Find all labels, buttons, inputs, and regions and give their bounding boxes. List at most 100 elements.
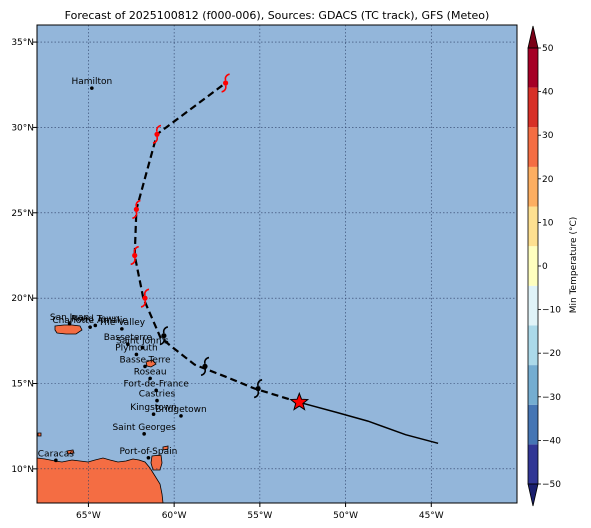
city-dot bbox=[151, 412, 156, 417]
ocean-background bbox=[37, 25, 517, 503]
colorbar-segment bbox=[528, 48, 538, 88]
current-position-star-icon bbox=[289, 391, 310, 411]
lon-tick-label: 60°W bbox=[162, 511, 187, 521]
aruba-island bbox=[37, 432, 42, 437]
city-label: Hamilton bbox=[71, 77, 112, 87]
colorbar-segment bbox=[528, 285, 538, 326]
graticule bbox=[37, 25, 517, 503]
colorbar-segment bbox=[528, 365, 538, 405]
city-label: Road Town bbox=[71, 314, 119, 324]
colorbar-tick-label: −40 bbox=[542, 436, 561, 446]
map-frame bbox=[36, 24, 518, 504]
city-label: Castries bbox=[139, 390, 176, 400]
city-dot bbox=[155, 398, 159, 403]
city-label: Plymouth bbox=[115, 343, 157, 353]
city-label: San Juan bbox=[50, 313, 89, 323]
city-label: Basse-Terre bbox=[119, 355, 171, 365]
city-dot bbox=[140, 345, 145, 350]
colorbar-tick-label: 40 bbox=[542, 88, 554, 98]
colorbar-label: Min Temperature (°C) bbox=[569, 217, 579, 314]
colorbar-tick-label: −50 bbox=[542, 480, 561, 490]
observed-track-line bbox=[299, 401, 439, 445]
city-dot bbox=[126, 342, 130, 347]
city-label: Bridgetown bbox=[155, 405, 206, 415]
colorbar-segment bbox=[528, 246, 538, 286]
storm-track bbox=[133, 82, 439, 445]
city-label: Basseterre bbox=[104, 333, 153, 343]
city-label: Fort-de-France bbox=[124, 379, 190, 389]
colorbar-tick-label: −10 bbox=[542, 306, 561, 316]
city-label: Roseau bbox=[134, 367, 167, 377]
colorbar-tick-label: 50 bbox=[542, 44, 554, 54]
city-dot bbox=[90, 86, 94, 90]
colorbar-tick-label: 30 bbox=[542, 131, 554, 141]
south-america-coast bbox=[37, 457, 164, 503]
cyclone-symbol-icon bbox=[253, 379, 263, 399]
city-dot bbox=[179, 414, 183, 418]
city-dot bbox=[148, 376, 152, 381]
city-label: Charlotte Amalie bbox=[52, 316, 128, 326]
colorbar-segment bbox=[528, 166, 538, 207]
puerto-rico-island bbox=[54, 324, 83, 335]
colorbar-segment bbox=[528, 87, 538, 128]
colorbar-segment bbox=[528, 325, 538, 366]
city-dot bbox=[67, 321, 72, 326]
city-dot bbox=[146, 455, 151, 460]
land-areas bbox=[37, 324, 169, 503]
cyclone-symbol-icon bbox=[200, 356, 210, 376]
cyclone-symbol-icon bbox=[130, 245, 139, 266]
city-label: Saint Georges bbox=[112, 423, 176, 433]
cyclone-symbol-icon bbox=[152, 124, 162, 144]
colorbar-tick-label: 0 bbox=[542, 262, 548, 272]
lon-tick-label: 50°W bbox=[333, 511, 358, 521]
lat-tick-label: 15°N bbox=[11, 380, 34, 390]
city-dot bbox=[93, 323, 98, 328]
city-label: The Valley bbox=[98, 318, 146, 328]
lat-tick-label: 30°N bbox=[11, 123, 34, 133]
city-label: Caracas bbox=[38, 449, 74, 459]
colorbar-segment bbox=[528, 206, 538, 247]
lon-tick-label: 55°W bbox=[247, 511, 272, 521]
city-dot bbox=[154, 388, 158, 393]
city-label: Saint John's bbox=[116, 337, 169, 347]
cyclone-symbol-icon bbox=[221, 73, 230, 93]
map-title: Forecast of 2025100812 (f000-006), Sourc… bbox=[65, 9, 490, 22]
cyclone-symbol-icon bbox=[132, 199, 141, 219]
curacao-island bbox=[66, 449, 75, 455]
latitude-ticks: 10°N 15°N 20°N 25°N 30°N 35°N bbox=[11, 38, 37, 475]
lat-tick-label: 10°N bbox=[11, 465, 34, 475]
trinidad-island bbox=[150, 454, 163, 471]
guadeloupe-island bbox=[145, 359, 157, 368]
cyclone-symbol-icon bbox=[140, 288, 150, 308]
cyclone-symbol-icon bbox=[159, 326, 169, 346]
colorbar-segment bbox=[528, 444, 538, 484]
city-dot bbox=[134, 352, 139, 357]
tobago-island bbox=[162, 445, 169, 451]
forecast-track-line bbox=[133, 82, 300, 404]
colorbar-segment bbox=[528, 127, 538, 167]
longitude-ticks: 65°W 60°W 55°W 50°W 45°W bbox=[76, 503, 444, 521]
lat-tick-label: 35°N bbox=[11, 38, 34, 48]
lon-tick-label: 45°W bbox=[419, 511, 444, 521]
colorbar-over-arrow bbox=[527, 25, 539, 49]
city-dot bbox=[120, 327, 124, 331]
lat-tick-label: 20°N bbox=[11, 294, 34, 304]
city-dot bbox=[88, 325, 92, 329]
colorbar-tick-label: 20 bbox=[542, 175, 554, 185]
colorbar-tick-label: −20 bbox=[542, 349, 561, 359]
lat-tick-label: 25°N bbox=[11, 209, 34, 219]
colorbar-tick-label: −30 bbox=[542, 393, 561, 403]
city-label: Kingstown bbox=[130, 403, 177, 413]
colorbar-segment bbox=[528, 404, 538, 445]
storm-symbols bbox=[130, 73, 263, 399]
map-content bbox=[37, 25, 517, 503]
temperature-colorbar: −50 −40 −30 −20 −10 0 10 20 30 40 50 bbox=[527, 25, 561, 507]
city-dot bbox=[143, 364, 147, 369]
city-label: Port-of-Spain bbox=[120, 447, 178, 457]
city-dot bbox=[142, 432, 146, 436]
lon-tick-label: 65°W bbox=[76, 511, 101, 521]
city-dot bbox=[54, 458, 58, 463]
colorbar-under-arrow bbox=[527, 483, 539, 507]
